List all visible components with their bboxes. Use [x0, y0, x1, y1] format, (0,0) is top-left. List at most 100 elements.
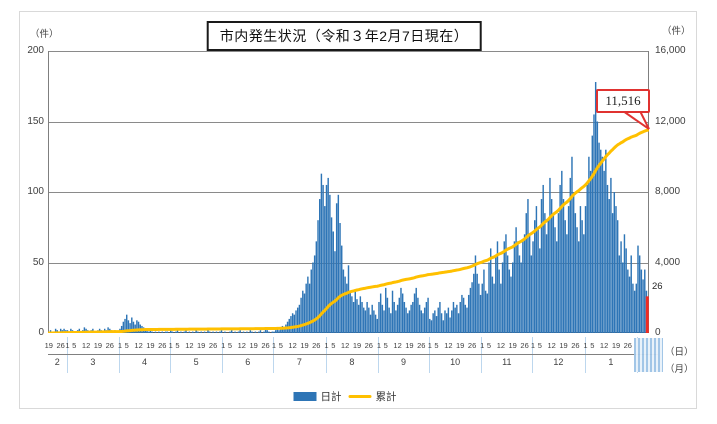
- cumulative-line-swatch-icon: [348, 395, 372, 398]
- day-tick-label: 12: [444, 341, 453, 350]
- month-label: 5: [193, 357, 199, 367]
- month-separator: [325, 337, 327, 373]
- day-tick-label: 5: [383, 341, 388, 350]
- day-tick-label: 19: [300, 341, 309, 350]
- recent-period-hatch: [634, 338, 663, 372]
- right-axis-tick: 4,000: [655, 256, 681, 268]
- day-tick-label: 12: [547, 341, 556, 350]
- day-tick-label: 19: [611, 341, 621, 350]
- cumulative-total-callout: 11,516: [596, 89, 650, 113]
- month-separator: [481, 337, 483, 373]
- right-axis-unit: （件）: [662, 26, 691, 37]
- latest-daily-value-label: 26: [652, 281, 663, 293]
- daily-bars: [48, 82, 649, 333]
- cumulative-line: [48, 128, 649, 333]
- month-label: 12: [553, 357, 564, 367]
- month-label: 3: [90, 357, 96, 367]
- month-separator: [532, 337, 534, 373]
- day-tick-label: 26: [623, 341, 632, 350]
- day-tick-label: 12: [340, 341, 350, 350]
- day-tick-label: 12: [134, 341, 143, 350]
- day-tick-label: 1: [168, 341, 173, 350]
- day-tick-label: 1: [583, 341, 588, 350]
- right-axis-tick: 8,000: [655, 186, 681, 197]
- left-axis-tick: 100: [27, 186, 44, 197]
- month-label: 4: [141, 357, 148, 367]
- day-tick-label: 26: [56, 341, 65, 350]
- day-tick-label: 5: [124, 341, 129, 350]
- left-axis-tick: 150: [27, 115, 44, 127]
- day-tick-label: 26: [261, 341, 270, 350]
- day-tick-label: 19: [559, 341, 568, 350]
- left-axis-unit: （件）: [30, 29, 59, 40]
- day-tick-label: 12: [393, 341, 402, 350]
- month-label: 8: [349, 357, 355, 367]
- month-label: 9: [400, 357, 407, 367]
- day-tick-label: 1: [530, 341, 536, 350]
- day-tick-label: 26: [208, 341, 218, 350]
- month-separator: [428, 337, 430, 373]
- legend-daily-label: 日計: [320, 391, 342, 403]
- month-separator: [66, 337, 68, 373]
- day-tick-label: 12: [185, 341, 194, 350]
- chart-frame: [19, 11, 697, 409]
- month-label: 11: [502, 357, 512, 367]
- month-separator: [119, 337, 121, 373]
- month-label: 6: [245, 357, 251, 367]
- day-tick-label: 19: [197, 341, 206, 350]
- day-tick-label: 5: [175, 341, 180, 350]
- day-tick-label: 26: [417, 341, 426, 350]
- plot-area: [48, 51, 649, 333]
- day-tick-label: 1: [221, 341, 226, 350]
- month-separator: [378, 337, 380, 373]
- day-tick-label: 19: [44, 341, 53, 350]
- month-label: 1: [608, 357, 614, 367]
- day-tick-label: 1: [480, 341, 485, 350]
- legend-item-daily: 日計: [293, 389, 342, 404]
- day-tick-label: 19: [93, 341, 103, 350]
- day-tick-label: 1: [271, 341, 277, 350]
- day-tick-label: 26: [364, 341, 373, 350]
- day-tick-label: 1: [65, 341, 70, 350]
- legend: 日計 累計: [293, 389, 397, 404]
- month-unit-label: （月）: [665, 364, 694, 375]
- day-tick-label: 1: [427, 341, 432, 350]
- month-separator: [222, 337, 224, 373]
- day-tick-label: 26: [158, 341, 167, 350]
- month-separator: [584, 337, 586, 373]
- month-label: 2: [54, 357, 60, 367]
- legend-cumulative-label: 累計: [375, 391, 397, 403]
- day-tick-label: 12: [81, 341, 91, 350]
- left-axis-tick: 200: [27, 45, 44, 56]
- left-axis-tick: 0: [38, 327, 44, 338]
- right-axis-tick: 16,000: [655, 45, 686, 56]
- day-tick-label: 5: [537, 341, 542, 350]
- month-label: 7: [296, 357, 302, 367]
- day-tick-label: 1: [376, 341, 382, 350]
- right-axis-tick: 12,000: [655, 115, 686, 127]
- day-tick-label: 26: [467, 341, 477, 350]
- left-axis-tick: 50: [32, 256, 44, 268]
- day-tick-label: 19: [352, 341, 362, 350]
- right-axis-tick: 0: [655, 327, 661, 338]
- day-tick-label: 12: [237, 341, 246, 350]
- chart-title: 市内発生状況（令和３年2月7日現在）: [206, 21, 482, 51]
- month-label: 10: [450, 357, 461, 367]
- day-tick-label: 5: [434, 341, 439, 350]
- day-tick-label: 26: [520, 341, 529, 350]
- daily-bar-swatch-icon: [293, 392, 317, 401]
- month-separator: [273, 337, 275, 373]
- day-tick-label: 12: [288, 341, 297, 350]
- day-tick-label: 26: [571, 341, 580, 350]
- day-tick-label: 5: [486, 341, 492, 350]
- day-unit-label: （日）: [665, 347, 694, 358]
- category-axis-line: [48, 354, 658, 355]
- day-tick-label: 1: [324, 341, 329, 350]
- day-tick-label: 5: [278, 341, 283, 350]
- day-tick-label: 5: [72, 341, 77, 350]
- day-tick-label: 19: [405, 341, 414, 350]
- day-tick-label: 5: [590, 341, 595, 350]
- legend-item-cumulative: 累計: [348, 389, 397, 404]
- day-tick-label: 19: [249, 341, 258, 350]
